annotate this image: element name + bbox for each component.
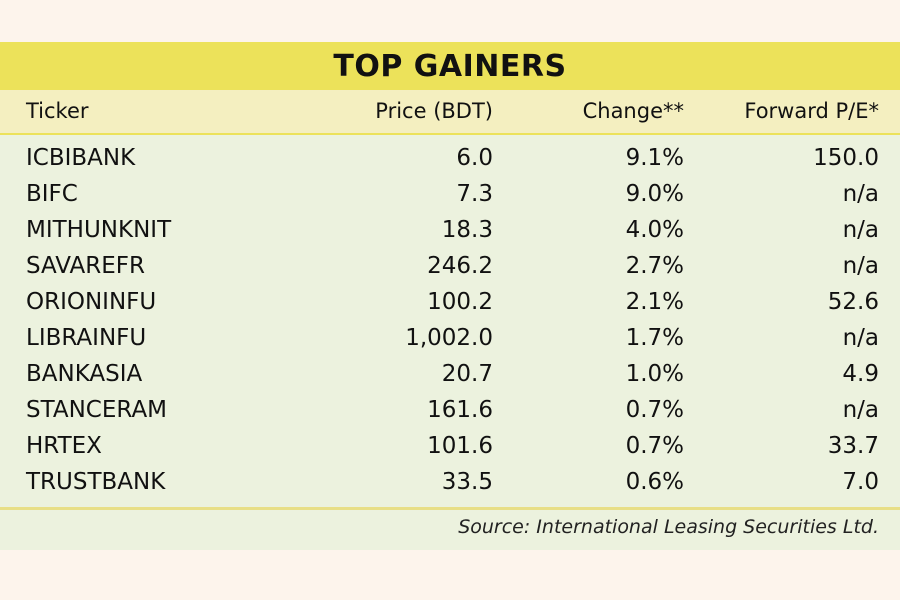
column-header-price: Price (BDT) <box>375 99 493 123</box>
cell-price: 20.7 <box>441 361 493 387</box>
cell-ticker: TRUSTBANK <box>26 469 166 495</box>
cell-ticker: ICBIBANK <box>26 145 136 171</box>
cell-change: 4.0% <box>625 217 684 243</box>
cell-forward-pe: 33.7 <box>827 433 879 459</box>
table-row: ORIONINFU 100.2 2.1% 52.6 <box>0 286 900 322</box>
cell-change: 1.0% <box>625 361 684 387</box>
cell-price: 100.2 <box>427 289 493 315</box>
table-row: STANCERAM 161.6 0.7% n/a <box>0 394 900 430</box>
column-header-ticker: Ticker <box>26 99 89 123</box>
cell-ticker: BANKASIA <box>26 361 143 387</box>
column-header-change: Change** <box>582 99 684 123</box>
cell-change: 9.1% <box>625 145 684 171</box>
column-header-forward-pe: Forward P/E* <box>744 99 879 123</box>
table-row: SAVAREFR 246.2 2.7% n/a <box>0 250 900 286</box>
source-note: Source: International Leasing Securities… <box>458 516 879 538</box>
cell-forward-pe: n/a <box>842 325 879 351</box>
cell-price: 7.3 <box>456 181 493 207</box>
cell-ticker: MITHUNKNIT <box>26 217 172 243</box>
cell-price: 6.0 <box>456 145 493 171</box>
cell-forward-pe: 4.9 <box>842 361 879 387</box>
cell-forward-pe: n/a <box>842 397 879 423</box>
cell-forward-pe: n/a <box>842 217 879 243</box>
cell-change: 2.7% <box>625 253 684 279</box>
cell-forward-pe: 7.0 <box>842 469 879 495</box>
cell-ticker: HRTEX <box>26 433 102 459</box>
cell-price: 101.6 <box>427 433 493 459</box>
table-row: ICBIBANK 6.0 9.1% 150.0 <box>0 142 900 178</box>
table-row: MITHUNKNIT 18.3 4.0% n/a <box>0 214 900 250</box>
cell-forward-pe: n/a <box>842 253 879 279</box>
footer-divider <box>0 507 900 510</box>
cell-price: 161.6 <box>427 397 493 423</box>
table-row: LIBRAINFU 1,002.0 1.7% n/a <box>0 322 900 358</box>
cell-change: 0.6% <box>625 469 684 495</box>
cell-price: 18.3 <box>441 217 493 243</box>
gainers-table: TOP GAINERS Ticker Price (BDT) Change** … <box>0 42 900 550</box>
cell-forward-pe: n/a <box>842 181 879 207</box>
cell-price: 33.5 <box>441 469 493 495</box>
table-body: ICBIBANK 6.0 9.1% 150.0 BIFC 7.3 9.0% n/a MITHUN… <box>0 142 900 502</box>
cell-change: 0.7% <box>625 433 684 459</box>
cell-ticker: SAVAREFR <box>26 253 146 279</box>
cell-ticker: STANCERAM <box>26 397 168 423</box>
cell-change: 0.7% <box>625 397 684 423</box>
table-row: HRTEX 101.6 0.7% 33.7 <box>0 430 900 466</box>
table-title: TOP GAINERS <box>0 42 900 90</box>
cell-change: 2.1% <box>625 289 684 315</box>
table-row: TRUSTBANK 33.5 0.6% 7.0 <box>0 466 900 502</box>
cell-forward-pe: 150.0 <box>813 145 879 171</box>
cell-price: 1,002.0 <box>405 325 493 351</box>
table-row: BANKASIA 20.7 1.0% 4.9 <box>0 358 900 394</box>
cell-forward-pe: 52.6 <box>827 289 879 315</box>
cell-ticker: ORIONINFU <box>26 289 157 315</box>
cell-ticker: BIFC <box>26 181 78 207</box>
table-header: Ticker Price (BDT) Change** Forward P/E* <box>0 90 900 135</box>
cell-change: 1.7% <box>625 325 684 351</box>
cell-change: 9.0% <box>625 181 684 207</box>
table-row: BIFC 7.3 9.0% n/a <box>0 178 900 214</box>
cell-price: 246.2 <box>427 253 493 279</box>
cell-ticker: LIBRAINFU <box>26 325 147 351</box>
